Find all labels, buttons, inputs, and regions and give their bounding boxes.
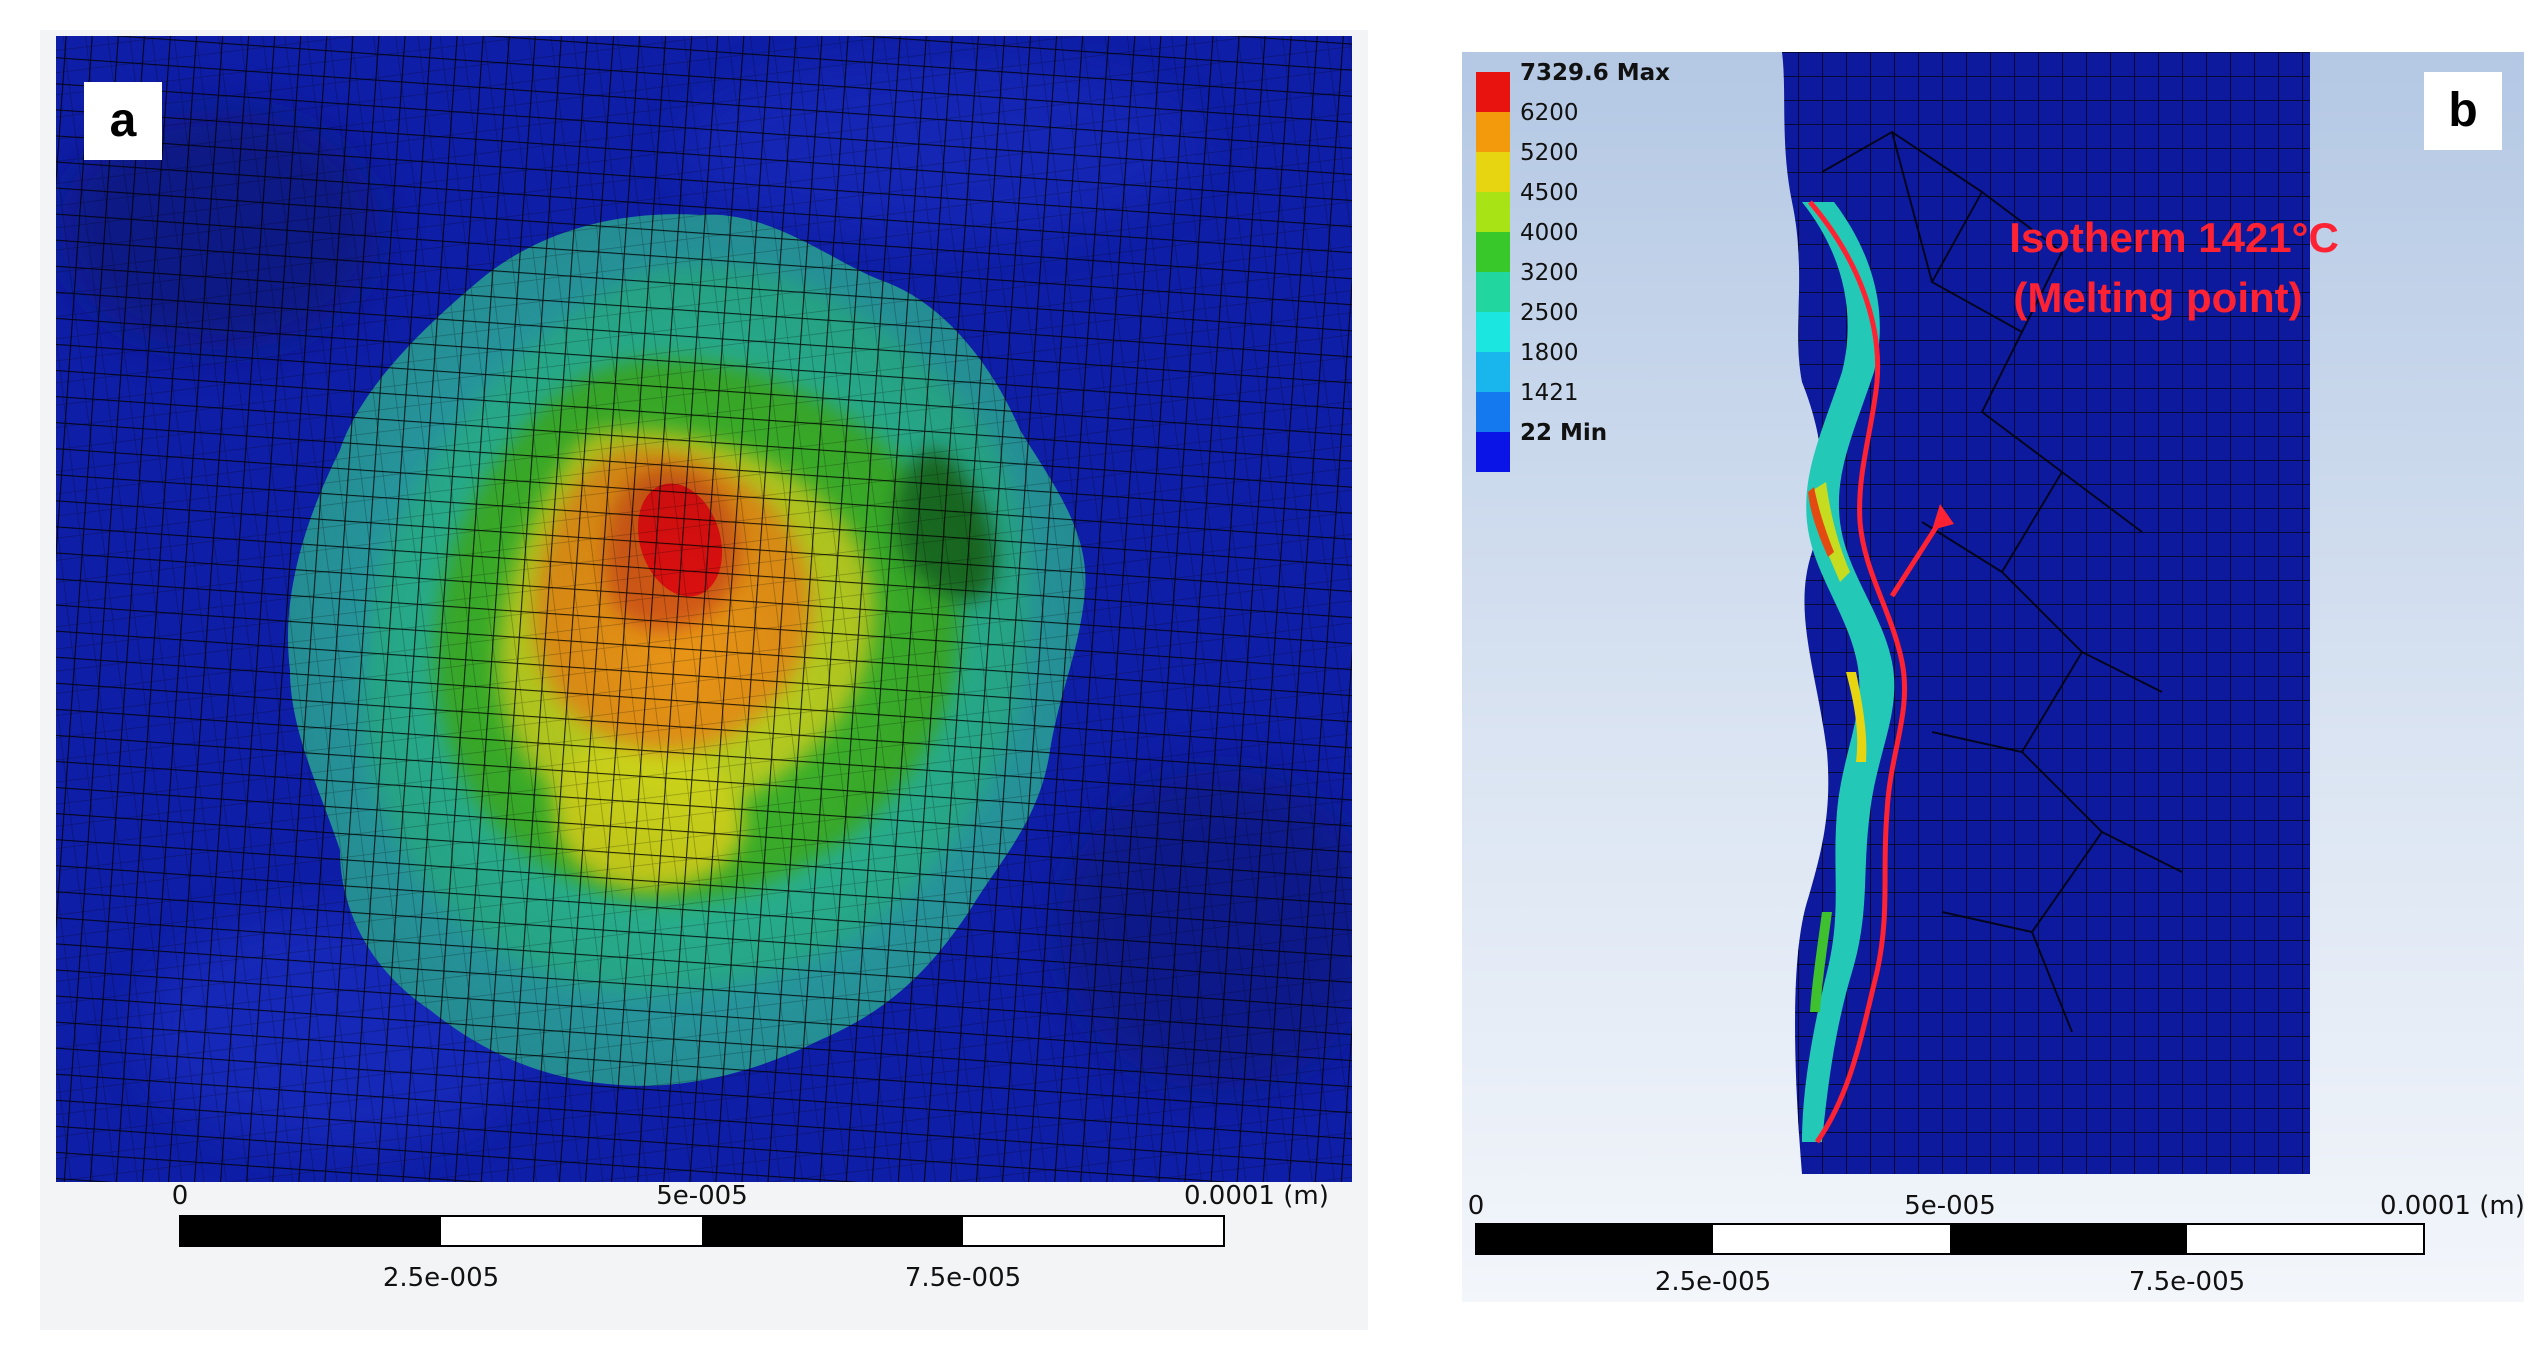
panel-a-figure: 0 5e-005 0.0001 (m) 2.5e-005 7.5e-005 (56, 36, 1352, 1293)
legend-swatch (1476, 312, 1510, 352)
annotation-line2: (Melting point) (2013, 274, 2302, 321)
legend-swatch (1476, 152, 1510, 192)
scale-b-label-max: 0.0001 (m) (2380, 1191, 2524, 1221)
scale-a-label-mid: 5e-005 (656, 1181, 748, 1211)
legend-label: 1421 (1520, 380, 1579, 406)
legend-swatch (1476, 432, 1510, 472)
scale-bar-b: 0 5e-005 0.0001 (m) 2.5e-005 7.5e-005 (1468, 1191, 2524, 1297)
annotation-arrow (1889, 516, 1945, 598)
annotation-line1: Isotherm 1421°C (2009, 214, 2339, 261)
legend-label: 4500 (1520, 180, 1579, 206)
legend-label: 2500 (1520, 300, 1579, 326)
legend-label: 3200 (1520, 260, 1579, 286)
legend-swatch (1476, 392, 1510, 432)
scale-b-label-0: 0 (1468, 1191, 1485, 1221)
scale-b-label-quarter: 2.5e-005 (1655, 1267, 1771, 1297)
annotation-b: Isotherm 1421°C (Melting point) (1889, 214, 2339, 598)
legend-swatch (1476, 272, 1510, 312)
panel-b-figure: Isotherm 1421°C (Melting point) 7329.6 M… (1468, 52, 2524, 1297)
legend-label: 7329.6 Max (1520, 60, 1670, 86)
scale-a-label-quarter: 2.5e-005 (383, 1263, 499, 1293)
legend-label: 22 Min (1520, 420, 1607, 446)
melt-layer-b (1802, 202, 1895, 1142)
scale-a-label-three-quarter: 7.5e-005 (905, 1263, 1021, 1293)
scale-b-label-mid: 5e-005 (1904, 1191, 1996, 1221)
panel-b: Isotherm 1421°C (Melting point) 7329.6 M… (1462, 52, 2524, 1302)
legend-swatch (1476, 192, 1510, 232)
legend-swatch (1476, 232, 1510, 272)
panel-a: 0 5e-005 0.0001 (m) 2.5e-005 7.5e-005 a (40, 30, 1368, 1330)
panel-label-a: a (84, 82, 162, 160)
scale-b-label-three-quarter: 7.5e-005 (2129, 1267, 2245, 1297)
scale-a-label-0: 0 (172, 1181, 189, 1211)
scale-a-label-max: 0.0001 (m) (1184, 1181, 1329, 1211)
legend-swatch (1476, 112, 1510, 152)
legend-b: 7329.6 Max 6200 5200 4500 4000 3200 2500 1800 14… (1476, 60, 1670, 472)
isotherm-line (1808, 200, 1908, 1144)
legend-swatch (1476, 352, 1510, 392)
cross-section-b (1782, 52, 2310, 1174)
legend-label: 4000 (1520, 220, 1579, 246)
panel-label-b: b (2424, 72, 2502, 150)
legend-label: 5200 (1520, 140, 1579, 166)
legend-swatch (1476, 72, 1510, 112)
scale-bar-a: 0 5e-005 0.0001 (m) 2.5e-005 7.5e-005 (172, 1181, 1329, 1293)
legend-label: 1800 (1520, 340, 1579, 366)
legend-label: 6200 (1520, 100, 1579, 126)
